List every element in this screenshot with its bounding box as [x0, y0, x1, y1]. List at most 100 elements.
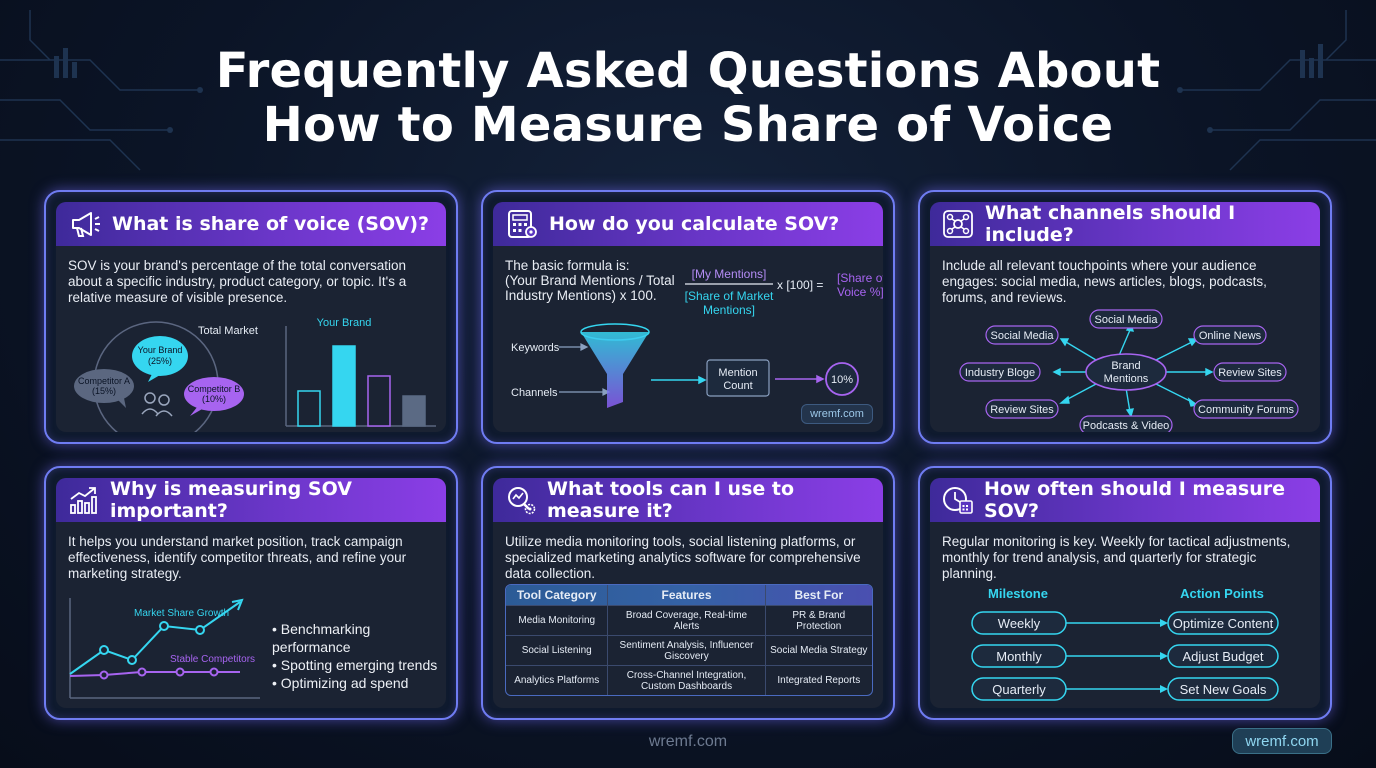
footer-badge[interactable]: wremf.com: [1232, 728, 1332, 754]
node-review-sites-left: Review Sites: [985, 399, 1059, 419]
table-cell: Social Listening: [521, 645, 592, 656]
svg-text:Mentions]: Mentions]: [703, 303, 755, 317]
stable-line-label: Stable Competitors: [170, 654, 255, 665]
svg-text:Industry Bloge: Industry Bloge: [965, 367, 1035, 379]
svg-text:Voice %]: Voice %]: [837, 285, 883, 299]
mention-count-box: Mention Count: [706, 359, 770, 397]
table-cell: Cross-Channel Integration, Custom Dashbo…: [607, 666, 764, 695]
svg-text:(10%): (10%): [202, 394, 226, 404]
table-row: Analytics Platforms Cross-Channel Integr…: [506, 665, 872, 695]
table-cell: Sentiment Analysis, Influencer Giscovery: [607, 636, 764, 665]
svg-text:(15%): (15%): [92, 386, 116, 396]
brand-bar-chart: Your Brand: [285, 318, 436, 427]
footer-watermark: wremf.com: [648, 733, 728, 750]
bubble-your-brand: Your Brand (25%): [132, 336, 188, 382]
funnel-icon: [580, 323, 650, 408]
table-cell: Integrated Reports: [764, 666, 872, 695]
table-header-cell: Features: [607, 585, 764, 605]
table-row: Social Listening Sentiment Analysis, Inf…: [506, 635, 872, 665]
schedule-row: Monthly Adjust Budget: [971, 644, 1279, 668]
svg-text:Brand: Brand: [1111, 360, 1140, 372]
brand-bar: [332, 345, 356, 427]
node-industry-blogs: Industry Bloge: [959, 362, 1041, 382]
node-social-media-left: Social Media: [985, 325, 1059, 345]
svg-text:[Share of: [Share of: [837, 271, 883, 285]
market-diagram: Total Market Your Brand (25%) Competitor…: [74, 318, 436, 432]
table-cell: Analytics Platforms: [514, 675, 600, 686]
milestone-label: Weekly: [998, 616, 1041, 631]
svg-text:10%: 10%: [831, 374, 853, 386]
keywords-label: Keywords: [511, 342, 560, 354]
card-heading: How do you calculate SOV?: [549, 213, 840, 235]
bubble-competitor-a: Competitor A (15%): [74, 369, 134, 408]
node-online-news: Online News: [1193, 325, 1267, 345]
card-header: What channels should I include?: [930, 202, 1320, 246]
brand-bar: [297, 390, 321, 427]
table-cell: Broad Coverage, Real-time Alerts: [607, 606, 764, 635]
bubble-competitor-b: Competitor B (10%): [184, 377, 244, 416]
svg-text:Podcasts & Video: Podcasts & Video: [1083, 420, 1170, 432]
card-body: What tools can I use to measure it? Util…: [493, 478, 883, 708]
channel-network-diagram: Brand Mentions Social Media Social Media…: [959, 309, 1299, 432]
card-heading: What channels should I include?: [984, 202, 1236, 246]
card-heading: What is share of voice (SOV)?: [112, 213, 430, 235]
schedule-row: Quarterly Set New Goals: [971, 677, 1279, 701]
card-body: How do you calculate SOV? The basic form…: [493, 202, 883, 432]
list-item: Optimizing ad spend: [272, 674, 446, 692]
card-body: Why is measuring SOV important? It helps…: [56, 478, 446, 708]
svg-text:Competitor B: Competitor B: [188, 384, 241, 394]
market-share-growth-line: [69, 598, 244, 675]
card-heading: How often should I measure SOV?: [984, 478, 1285, 522]
svg-text:Online News: Online News: [1199, 330, 1262, 342]
svg-text:Mentions: Mentions: [1104, 373, 1149, 385]
page-title: Frequently Asked Questions About How to …: [0, 44, 1376, 152]
faq-card-how-often: How often should I measure SOV? Regular …: [918, 466, 1332, 720]
brand-bar: [367, 375, 391, 427]
watermark-badge: wremf.com: [801, 404, 873, 424]
action-column-label: Action Points: [1180, 586, 1264, 601]
benefits-list: Benchmarking performance Spotting emergi…: [272, 620, 446, 692]
card-header: What is share of voice (SOV)?: [56, 202, 446, 246]
center-node-brand-mentions: Brand Mentions: [1085, 353, 1167, 391]
svg-text:x [100] =: x [100] =: [777, 278, 823, 292]
svg-text:Social Media: Social Media: [991, 330, 1055, 342]
table-cell: Media Monitoring: [518, 615, 596, 626]
result-circle: 10%: [825, 362, 859, 396]
card-description: Regular monitoring is key. Weekly for ta…: [942, 534, 1291, 581]
svg-text:Community Forums: Community Forums: [1198, 404, 1294, 416]
node-podcasts-video: Podcasts & Video: [1079, 415, 1173, 432]
action-label: Set New Goals: [1180, 682, 1267, 697]
card-description: It helps you understand market position,…: [68, 534, 407, 581]
card-header: Why is measuring SOV important?: [56, 478, 446, 522]
table-cell: PR & Brand Protection: [764, 606, 872, 635]
clock-calendar-icon: [942, 483, 974, 517]
formula-expression: [My Mentions] [Share of Market Mentions]…: [685, 267, 883, 317]
card-header: What tools can I use to measure it?: [493, 478, 883, 522]
svg-text:Count: Count: [723, 380, 752, 392]
faq-card-what-is-sov: What is share of voice (SOV)? SOV is you…: [44, 190, 458, 444]
svg-text:Review Sites: Review Sites: [990, 404, 1054, 416]
network-icon: [942, 207, 975, 241]
node-review-sites-right: Review Sites: [1213, 362, 1287, 382]
formula-diagram: [My Mentions] [Share of Market Mentions]…: [511, 267, 883, 408]
svg-text:Mention: Mention: [718, 367, 757, 379]
milestone-label: Quarterly: [992, 682, 1046, 697]
milestone-label: Monthly: [996, 649, 1042, 664]
magnifier-gear-icon: [505, 483, 537, 517]
action-label: Optimize Content: [1173, 616, 1274, 631]
card-description: SOV is your brand's percentage of the to…: [68, 258, 407, 305]
growth-chart-icon: [68, 483, 100, 517]
svg-text:[My Mentions]: [My Mentions]: [692, 267, 767, 281]
card-header: How do you calculate SOV?: [493, 202, 883, 246]
table-header-cell: Tool Category: [516, 588, 597, 602]
card-description: Utilize media monitoring tools, social l…: [505, 534, 861, 581]
title-line-2: How to Measure Share of Voice: [262, 97, 1114, 153]
faq-card-tools: What tools can I use to measure it? Util…: [481, 466, 895, 720]
list-item: Benchmarking performance: [272, 620, 446, 656]
schedule-row: Weekly Optimize Content: [971, 611, 1279, 635]
card-description: Include all relevant touchpoints where y…: [942, 258, 1267, 305]
svg-text:Competitor A: Competitor A: [78, 376, 130, 386]
milestone-column-label: Milestone: [988, 586, 1048, 601]
channels-label: Channels: [511, 387, 558, 399]
calculator-icon: [505, 207, 539, 241]
